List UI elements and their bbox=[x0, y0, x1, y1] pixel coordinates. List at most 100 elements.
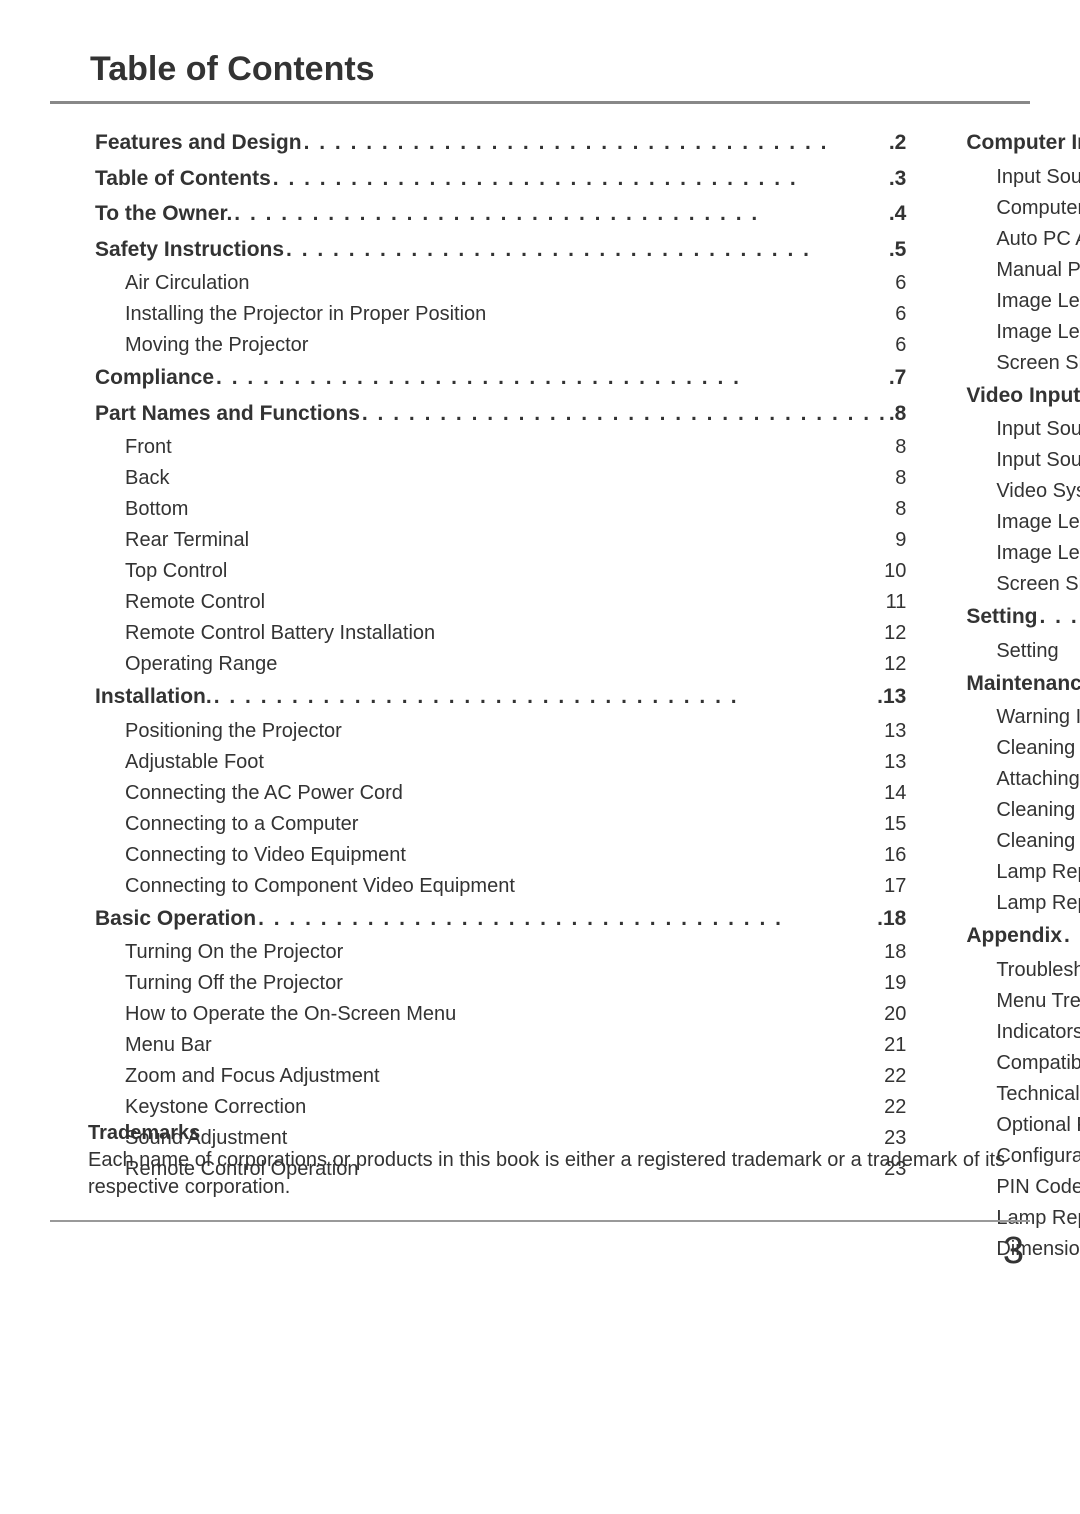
toc-item-title: Connecting the AC Power Cord bbox=[125, 779, 876, 807]
toc-section-title: Compliance bbox=[95, 362, 214, 395]
toc-section-row: Table of Contents. . . . . . . . . . . .… bbox=[95, 163, 906, 196]
toc-right-column: Computer Input. . . . . . . . . . . . . … bbox=[966, 124, 1080, 1263]
toc-item-page: 8 bbox=[876, 464, 906, 492]
toc-section-row: Video Input. . . . . . . . . . . . . . .… bbox=[966, 380, 1080, 413]
toc-item-row: Computer System Selection26 bbox=[966, 194, 1080, 222]
toc-item-row: Keystone Correction22 bbox=[95, 1093, 906, 1121]
toc-section-title: Safety Instructions bbox=[95, 234, 284, 267]
toc-item-row: Cleaning the Air Filters52 bbox=[966, 734, 1080, 762]
toc-item-row: Attaching the Lens Cover52 bbox=[966, 765, 1080, 793]
toc-item-title: Image Level Adjustment bbox=[996, 539, 1080, 567]
toc-item-row: Connecting to a Computer15 bbox=[95, 810, 906, 838]
toc-item-page: 12 bbox=[876, 650, 906, 678]
toc-item-title: Top Control bbox=[125, 557, 876, 585]
toc-section-row: To the Owner.. . . . . . . . . . . . . .… bbox=[95, 198, 906, 231]
toc-leader-dots: . . . . . . . . . . . . . . . . . . . . … bbox=[1038, 601, 1080, 634]
toc-item-page: 18 bbox=[876, 938, 906, 966]
page-number: 3 bbox=[1003, 1230, 1024, 1273]
toc-item-title: Connecting to a Computer bbox=[125, 810, 876, 838]
toc-item-row: Connecting to Video Equipment16 bbox=[95, 841, 906, 869]
toc-item-row: Image Level Adjustment31 bbox=[966, 318, 1080, 346]
toc-item-page: 10 bbox=[876, 557, 906, 585]
toc-item-row: Auto PC Adjustment27 bbox=[966, 225, 1080, 253]
toc-section-title: Table of Contents bbox=[95, 163, 271, 196]
toc-item-row: Positioning the Projector13 bbox=[95, 717, 906, 745]
toc-item-title: Cleaning the Projection Lens bbox=[996, 796, 1080, 824]
toc-item-title: Screen Size Adjustment bbox=[996, 349, 1080, 377]
toc-section-row: Safety Instructions. . . . . . . . . . .… bbox=[95, 234, 906, 267]
toc-item-page: 22 bbox=[876, 1093, 906, 1121]
toc-item-row: Back8 bbox=[95, 464, 906, 492]
toc-item-row: Installing the Projector in Proper Posit… bbox=[95, 300, 906, 328]
footer-divider bbox=[50, 1220, 1030, 1222]
trademarks-title: Trademarks bbox=[88, 1120, 1024, 1147]
toc-item-title: Input Source Selection bbox=[996, 163, 1080, 191]
toc-section-row: Appendix. . . . . . . . . . . . . . . . … bbox=[966, 920, 1080, 953]
toc-item-title: Cleaning the Air Filters bbox=[996, 734, 1080, 762]
toc-item-row: Image Level Adjustment38 bbox=[966, 539, 1080, 567]
toc-item-page: 11 bbox=[876, 588, 906, 616]
toc-section-page: .8 bbox=[889, 398, 907, 431]
toc-leader-dots: . . . . . . . . . . . . . . . . . . . . … bbox=[212, 681, 877, 714]
toc-item-page: 21 bbox=[876, 1031, 906, 1059]
toc-item-row: Video System Selection36 bbox=[966, 477, 1080, 505]
toc-item-row: Cleaning the Projection Lens53 bbox=[966, 796, 1080, 824]
toc-item-title: Positioning the Projector bbox=[125, 717, 876, 745]
toc-item-page: 12 bbox=[876, 619, 906, 647]
toc-item-title: Rear Terminal bbox=[125, 526, 876, 554]
toc-item-title: Remote Control Battery Installation bbox=[125, 619, 876, 647]
toc-item-page: 22 bbox=[876, 1062, 906, 1090]
toc-item-page: 13 bbox=[876, 748, 906, 776]
toc-section-title: Features and Design bbox=[95, 127, 302, 160]
toc-section-page: .3 bbox=[889, 163, 907, 196]
toc-item-row: Lamp Replacement54 bbox=[966, 858, 1080, 886]
toc-item-row: Warning Indicator51 bbox=[966, 703, 1080, 731]
toc-item-title: Menu Bar bbox=[125, 1031, 876, 1059]
toc-leader-dots: . . . . . . . . . . . . . . . . . . . . … bbox=[214, 362, 889, 395]
toc-section-title: Part Names and Functions bbox=[95, 398, 360, 431]
toc-item-row: Rear Terminal9 bbox=[95, 526, 906, 554]
toc-item-page: 8 bbox=[876, 433, 906, 461]
toc-item-title: Menu Tree bbox=[996, 987, 1080, 1015]
toc-columns: Features and Design. . . . . . . . . . .… bbox=[50, 104, 1030, 1263]
toc-item-row: Image Level Selection37 bbox=[966, 508, 1080, 536]
toc-item-page: 20 bbox=[876, 1000, 906, 1028]
toc-item-title: Technical Specifications bbox=[996, 1080, 1080, 1108]
toc-item-title: Indicators and Projector Condition bbox=[996, 1018, 1080, 1046]
toc-item-row: Input Source Selection25 bbox=[966, 163, 1080, 191]
toc-item-row: Top Control10 bbox=[95, 557, 906, 585]
toc-section-row: Basic Operation. . . . . . . . . . . . .… bbox=[95, 903, 906, 936]
toc-section-page: .2 bbox=[889, 127, 907, 160]
toc-item-row: Turning On the Projector18 bbox=[95, 938, 906, 966]
toc-section-row: Compliance. . . . . . . . . . . . . . . … bbox=[95, 362, 906, 395]
toc-item-page: 8 bbox=[876, 495, 906, 523]
page-title: Table of Contents bbox=[50, 50, 1030, 104]
toc-item-row: Cleaning the Projector Cabinet53 bbox=[966, 827, 1080, 855]
toc-item-title: Back bbox=[125, 464, 876, 492]
toc-item-title: Connecting to Component Video Equipment bbox=[125, 872, 876, 900]
toc-item-title: Troubleshooting bbox=[996, 956, 1080, 984]
toc-item-row: Input Source Selection (S-Video, Compone… bbox=[966, 446, 1080, 474]
toc-item-page: 15 bbox=[876, 810, 906, 838]
toc-section-row: Maintenance and Cleaning. . . . . . . . … bbox=[966, 668, 1080, 701]
toc-item-row: Lamp Replacement Counter55 bbox=[966, 889, 1080, 917]
toc-item-page: 13 bbox=[876, 717, 906, 745]
toc-section-row: Computer Input. . . . . . . . . . . . . … bbox=[966, 127, 1080, 160]
toc-item-title: Lamp Replacement bbox=[996, 858, 1080, 886]
toc-item-title: Image Level Adjustment bbox=[996, 318, 1080, 346]
toc-item-row: Setting41 bbox=[966, 637, 1080, 665]
toc-section-row: Features and Design. . . . . . . . . . .… bbox=[95, 127, 906, 160]
toc-section-row: Installation.. . . . . . . . . . . . . .… bbox=[95, 681, 906, 714]
toc-item-row: Remote Control11 bbox=[95, 588, 906, 616]
toc-item-title: Lamp Replacement Counter bbox=[996, 889, 1080, 917]
toc-item-title: Operating Range bbox=[125, 650, 876, 678]
toc-item-title: Input Source Selection (Video) bbox=[996, 415, 1080, 443]
toc-item-row: Zoom and Focus Adjustment22 bbox=[95, 1062, 906, 1090]
toc-section-title: Appendix bbox=[966, 920, 1062, 953]
toc-item-row: Menu Tree58 bbox=[966, 987, 1080, 1015]
toc-item-row: Connecting the AC Power Cord14 bbox=[95, 779, 906, 807]
toc-item-page: 6 bbox=[876, 331, 906, 359]
toc-leader-dots: . . . . . . . . . . . . . . . . . . . . … bbox=[302, 127, 889, 160]
toc-item-row: Moving the Projector6 bbox=[95, 331, 906, 359]
toc-item-title: Compatible Computer Specifications bbox=[996, 1049, 1080, 1077]
